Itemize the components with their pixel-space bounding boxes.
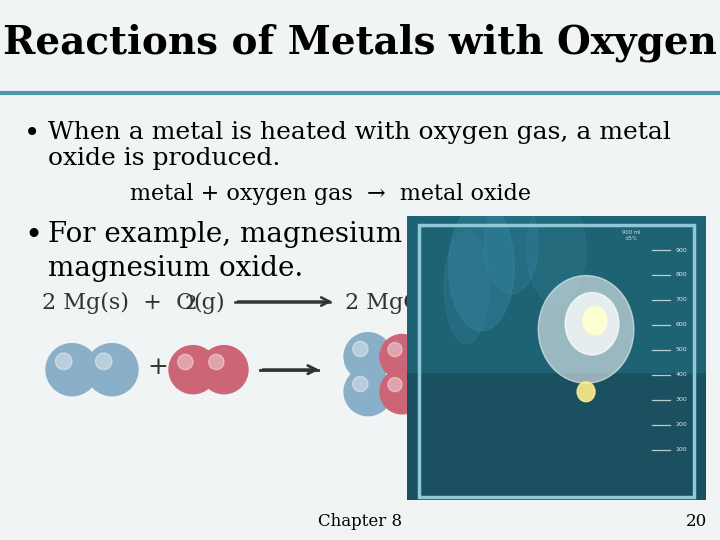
Text: Chapter 8: Chapter 8 [318,513,402,530]
Ellipse shape [485,195,539,294]
Text: 100: 100 [676,447,688,452]
Text: 600: 600 [676,322,688,327]
Text: For example, magnesium metal produces: For example, magnesium metal produces [48,221,629,248]
Text: •: • [24,221,42,252]
Text: 800: 800 [676,273,688,278]
Circle shape [388,342,402,356]
Text: When a metal is heated with oxygen gas, a metal: When a metal is heated with oxygen gas, … [48,121,671,144]
Text: (g): (g) [193,292,225,314]
Circle shape [388,377,402,392]
Text: 20: 20 [685,513,706,530]
Text: 900: 900 [676,247,688,253]
Text: oxide is produced.: oxide is produced. [48,147,280,170]
Ellipse shape [583,307,607,335]
Circle shape [46,343,98,396]
Text: magnesium oxide.: magnesium oxide. [48,255,303,282]
Ellipse shape [577,382,595,402]
Circle shape [200,346,248,394]
Text: 900 ml
±5%: 900 ml ±5% [621,231,640,241]
Text: •: • [24,121,40,148]
Circle shape [380,334,424,379]
Ellipse shape [526,196,586,304]
Text: 500: 500 [676,347,688,352]
Text: 300: 300 [676,397,688,402]
Bar [407,216,706,372]
Circle shape [95,353,112,370]
Text: 200: 200 [676,422,688,427]
Text: 2 Mg(s)  +  O: 2 Mg(s) + O [42,292,194,314]
Circle shape [353,376,368,392]
Ellipse shape [539,275,634,383]
Circle shape [86,343,138,396]
Text: +: + [148,356,168,379]
Text: 400: 400 [676,372,688,377]
Circle shape [344,368,392,416]
Circle shape [344,333,392,381]
Text: Reactions of Metals with Oxygen: Reactions of Metals with Oxygen [3,24,717,62]
Ellipse shape [565,293,619,355]
Text: 2: 2 [185,294,197,313]
Circle shape [169,346,217,394]
Circle shape [55,353,72,370]
Text: 700: 700 [676,298,688,302]
Circle shape [178,354,193,370]
Text: metal + oxygen gas  →  metal oxide: metal + oxygen gas → metal oxide [130,183,531,205]
Text: 2 MgO(s): 2 MgO(s) [345,292,450,314]
Ellipse shape [449,203,514,331]
Circle shape [209,354,224,370]
Circle shape [353,341,368,356]
Circle shape [380,369,424,414]
Ellipse shape [444,230,489,343]
